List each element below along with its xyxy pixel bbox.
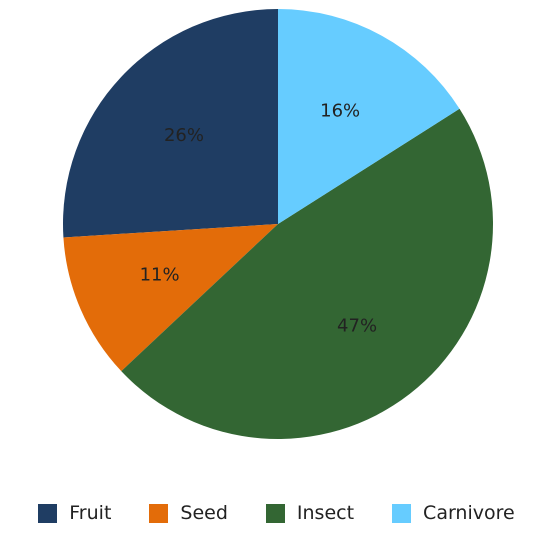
legend-item-carnivore: Carnivore xyxy=(392,502,515,524)
legend-swatch-insect xyxy=(265,503,285,523)
legend-item-insect: Insect xyxy=(265,502,355,524)
pie-label-carnivore: 16% xyxy=(320,100,360,121)
legend-label-seed: Seed xyxy=(180,502,228,524)
legend-label-insect: Insect xyxy=(296,502,355,524)
legend-label-carnivore: Carnivore xyxy=(423,502,515,524)
pie-label-seed: 11% xyxy=(140,265,180,286)
pie-slice-carnivore xyxy=(278,9,460,224)
pie-slice-insect xyxy=(121,108,494,440)
pie-label-insect: 47% xyxy=(337,315,377,336)
legend-label-fruit: Fruit xyxy=(69,502,112,524)
pie-plot-area: 26% 11% 47% 16% xyxy=(62,9,494,440)
legend-swatch-seed xyxy=(149,503,169,523)
chart-legend: Fruit Seed Insect Carnivore xyxy=(0,499,553,527)
pie-label-fruit: 26% xyxy=(164,125,204,146)
pie-slice-seed xyxy=(63,224,278,372)
legend-item-fruit: Fruit xyxy=(38,502,111,524)
legend-swatch-fruit xyxy=(38,503,58,523)
legend-swatch-carnivore xyxy=(392,503,412,523)
legend-item-seed: Seed xyxy=(149,502,228,524)
pie-slice-fruit xyxy=(62,9,279,238)
